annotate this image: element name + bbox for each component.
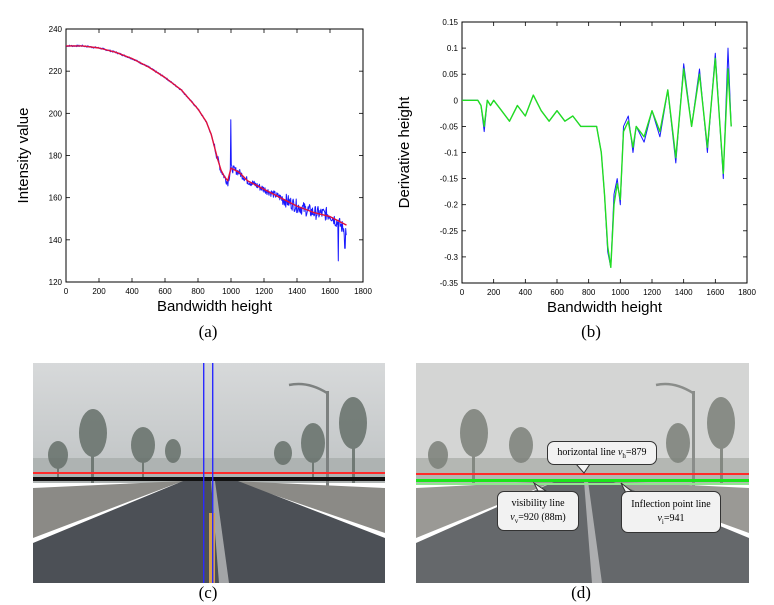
y-tick-label: 0	[454, 96, 459, 105]
y-tick-label: -0.2	[444, 201, 458, 210]
callout-visibility-var: v	[510, 512, 515, 523]
callout-inflection-var: v	[657, 513, 662, 524]
y-axis-title: Derivative height	[396, 96, 413, 209]
caption-a: (a)	[198, 322, 218, 341]
y-tick-label: 200	[49, 109, 63, 118]
plot-frame	[65, 28, 364, 283]
y-tick-label: 220	[49, 67, 63, 76]
caption-c: (c)	[198, 583, 218, 602]
callout-visibility-value: =920 (88m)	[518, 512, 566, 523]
chart-a-panel: 0 200 400 600 800 1000 1200 1400 1600 1800 120 140 1…	[0, 0, 385, 345]
callout-inflection-value-row: vi=941	[622, 512, 720, 529]
x-tick-label: 1800	[354, 287, 372, 296]
x-axis-title: Bandwidth height	[547, 299, 663, 316]
y-tick-label: -0.3	[444, 253, 458, 262]
x-tick-label: 1600	[706, 288, 724, 297]
red-horizontal-line	[33, 472, 385, 474]
trees	[48, 397, 367, 483]
series-line-1	[462, 57, 732, 268]
green-horizontal-line-2	[416, 483, 749, 485]
y-tick-label: -0.15	[440, 175, 459, 184]
x-tick-label: 200	[92, 287, 106, 296]
black-horizontal-line	[33, 477, 385, 481]
x-tick-label: 1000	[222, 287, 240, 296]
road-scene-c	[33, 363, 385, 583]
plot-frame	[461, 21, 748, 284]
lamp-post	[692, 391, 695, 501]
x-tick-label: 1200	[255, 287, 273, 296]
x-tick-label: 0	[64, 287, 69, 296]
x-tick-label: 800	[582, 288, 596, 297]
chart-b: 0 200 400 600 800 1000 1200 1400 1600 1800 -0.35 -0…	[396, 18, 756, 316]
road-photo-c	[33, 363, 385, 583]
callout-inflection-title: Inflection point line	[631, 499, 711, 510]
callout-visibility-sub: v	[514, 517, 519, 525]
road-scene-d	[416, 363, 749, 583]
y-tick-label: 120	[49, 278, 63, 287]
y-tick-label: 0.05	[442, 70, 458, 79]
x-tick-label: 0	[460, 288, 465, 297]
verge-left	[33, 481, 183, 538]
trees	[428, 397, 735, 483]
y-tick-label: -0.1	[444, 149, 458, 158]
y-tick-label: -0.35	[440, 279, 459, 288]
callout-horizontal-sub: h	[622, 452, 626, 460]
x-tick-label: 600	[550, 288, 564, 297]
callout-visibility-value-row: vv=920 (88m)	[498, 511, 578, 528]
caption-d: (d)	[571, 583, 591, 602]
series-line-0	[65, 44, 347, 262]
y-tick-label: 0.15	[442, 18, 458, 27]
red-horizontal-line	[416, 473, 749, 475]
chart-b-panel: 0 200 400 600 800 1000 1200 1400 1600 1800 -0.35 -0…	[389, 0, 774, 345]
lamp-post	[326, 391, 329, 501]
y-tick-label: 140	[49, 236, 63, 245]
green-horizontal-line	[416, 479, 749, 482]
x-tick-label: 1600	[321, 287, 339, 296]
x-tick-label: 400	[125, 287, 139, 296]
x-tick-label: 600	[158, 287, 172, 296]
callout-inflection-sub: i	[661, 518, 664, 526]
chart-a: 0 200 400 600 800 1000 1200 1400 1600 1800 120 140 1…	[15, 25, 372, 315]
x-tick-label: 800	[191, 287, 205, 296]
y-tick-label: 0.1	[447, 44, 459, 53]
x-tick-label: 1200	[643, 288, 661, 297]
blue-vertical-line-1	[203, 363, 205, 583]
road-photo-d: horizontal line vh=879 visibility line v…	[416, 363, 749, 583]
x-tick-label: 1800	[738, 288, 756, 297]
series-line-0	[462, 47, 732, 268]
x-tick-label: 1400	[675, 288, 693, 297]
x-tick-label: 1400	[288, 287, 306, 296]
callout-visibility-title: visibility line	[511, 498, 565, 509]
callout-horizontal-line: horizontal line vh=879	[547, 441, 657, 465]
callout-horizontal-var: v	[617, 447, 623, 458]
caption-b: (b)	[581, 322, 601, 341]
x-axis-title: Bandwidth height	[157, 298, 273, 315]
y-tick-label: 160	[49, 194, 63, 203]
callout-horizontal-value: =879	[625, 447, 647, 458]
series-line-1	[66, 45, 347, 226]
y-tick-label: 180	[49, 152, 63, 161]
x-tick-label: 1000	[611, 288, 629, 297]
x-tick-label: 400	[519, 288, 533, 297]
x-tick-label: 200	[487, 288, 501, 297]
callout-inflection-value: =941	[663, 513, 685, 524]
callout-inflection-line: Inflection point line vi=941	[621, 491, 721, 533]
y-tick-label: -0.05	[440, 122, 459, 131]
callout-visibility-line: visibility line vv=920 (88m)	[497, 491, 579, 531]
y-tick-label: 240	[49, 25, 63, 34]
y-tick-label: -0.25	[440, 227, 459, 236]
blue-vertical-line-2	[212, 363, 214, 583]
callout-horizontal-text: horizontal line	[557, 447, 618, 458]
y-axis-title: Intensity value	[15, 108, 32, 204]
